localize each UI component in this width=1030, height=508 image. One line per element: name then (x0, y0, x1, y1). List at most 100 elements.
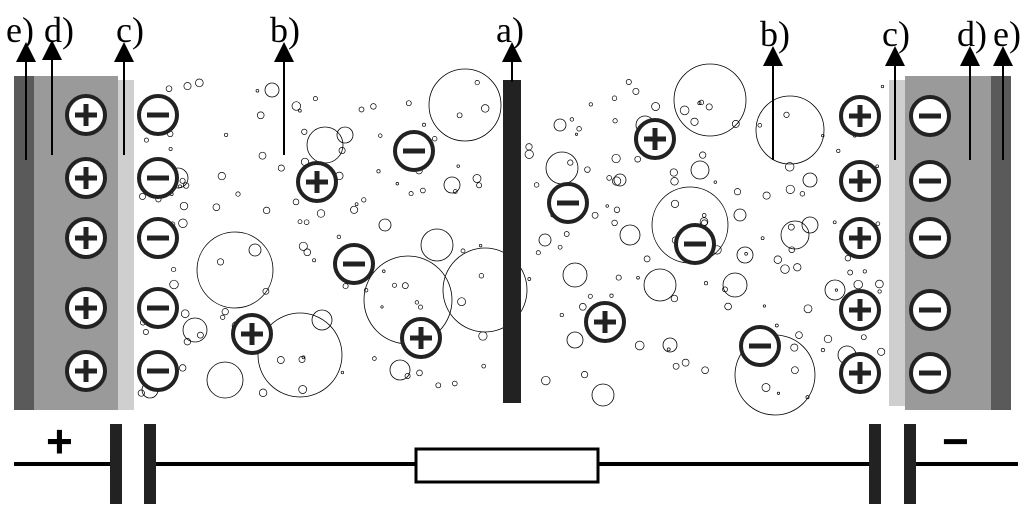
right-interface-layer (889, 80, 905, 406)
pore-dot (701, 213, 707, 218)
adsorbed-ion-right (839, 289, 881, 331)
label-c-right: c) (882, 14, 910, 54)
pore-dot (481, 104, 490, 113)
free-ion-left (333, 243, 375, 285)
pore-dot (643, 255, 651, 263)
pore-dot (298, 108, 302, 113)
pore-dot (785, 162, 795, 172)
pore-bubble (336, 126, 354, 144)
pore-dot (418, 304, 423, 310)
pore-bubble (780, 220, 810, 250)
label-d-left: d) (44, 10, 74, 50)
pore-bubble (736, 246, 754, 264)
pore-dot (169, 279, 179, 290)
pore-dot (606, 175, 612, 181)
pore-bubble (443, 176, 461, 194)
pore-bubble (562, 262, 588, 288)
pore-dot (256, 111, 265, 120)
pore-dot (834, 288, 838, 292)
pore-dot (303, 219, 310, 225)
pore-dot (787, 223, 795, 231)
pore-dot (258, 388, 268, 397)
pore-dot (195, 78, 204, 88)
free-ion-right (547, 182, 589, 224)
adsorbed-ion-right (839, 352, 881, 394)
pore-dot (615, 274, 622, 281)
pore-bubble (802, 172, 818, 188)
free-ion-left (400, 317, 442, 359)
pore-dot (761, 383, 771, 392)
pore-dot (793, 263, 802, 272)
pore-dot (820, 348, 825, 353)
pore-dot (880, 84, 885, 89)
pore-bubble (566, 331, 584, 349)
pore-dot (432, 136, 438, 142)
pore-dot (697, 101, 702, 106)
pore-dot (422, 122, 426, 127)
pore-dot (262, 206, 271, 215)
pore-dot (217, 172, 226, 181)
pore-dot (773, 255, 782, 264)
pore-dot (168, 146, 173, 151)
pore-dot (435, 382, 442, 389)
pore-dot (363, 288, 369, 293)
pore-dot (669, 168, 678, 177)
electrode-charge-right (909, 352, 951, 394)
pore-dot (291, 101, 301, 111)
pore-dot (216, 258, 225, 266)
adsorbed-ion-left (137, 94, 179, 136)
pore-dot (342, 283, 349, 290)
pore-dot (338, 147, 346, 154)
pore-dot (143, 137, 149, 143)
pore-dot (139, 192, 146, 200)
pore-dot (591, 211, 599, 219)
pore-dot (137, 389, 145, 397)
pore-dot (524, 149, 534, 159)
pore-dot (533, 182, 540, 188)
positive-terminal-sign: + (46, 415, 73, 467)
pore-dot (361, 197, 367, 203)
pore-dot (744, 252, 748, 256)
pore-bubble (733, 208, 747, 222)
pore-dot (180, 309, 190, 318)
pore-dot (823, 334, 833, 344)
pore-dot (670, 199, 680, 208)
pore-dot (535, 250, 541, 256)
pore-bubble (257, 312, 343, 398)
pore-dot (588, 102, 593, 107)
adsorbed-ion-left (137, 217, 179, 259)
external-circuit (14, 424, 1018, 504)
pore-dot (612, 176, 622, 186)
pore-dot (416, 369, 423, 377)
pore-dot (632, 87, 640, 95)
adsorbed-ion-right (839, 95, 881, 137)
pore-dot (179, 364, 187, 372)
pore-dot (774, 323, 779, 328)
pore-dot (452, 380, 458, 387)
pore-dot (563, 231, 570, 237)
pore-dot (666, 347, 671, 352)
pore-bubble (673, 63, 747, 137)
label-e-left: e) (6, 10, 34, 50)
pore-dot (844, 255, 852, 262)
pore-dot (457, 297, 466, 307)
separator (503, 80, 521, 403)
pore-dot (805, 395, 810, 400)
pore-dot (625, 79, 632, 85)
pore-bubble (690, 160, 710, 180)
pore-dot (651, 102, 660, 111)
pore-dot (182, 182, 190, 189)
pore-dot (478, 273, 485, 279)
pore-dot (277, 164, 285, 172)
pore-dot (380, 305, 384, 309)
pore-dot (579, 303, 587, 311)
label-d-right: d) (957, 14, 987, 54)
pore-dot (408, 191, 414, 197)
pore-dot (611, 219, 618, 227)
pore-dot (795, 331, 803, 339)
pore-dot (679, 105, 690, 116)
electrode-charge-right (909, 217, 951, 259)
pore-dot (404, 373, 411, 379)
adsorbed-ion-left (137, 287, 179, 329)
